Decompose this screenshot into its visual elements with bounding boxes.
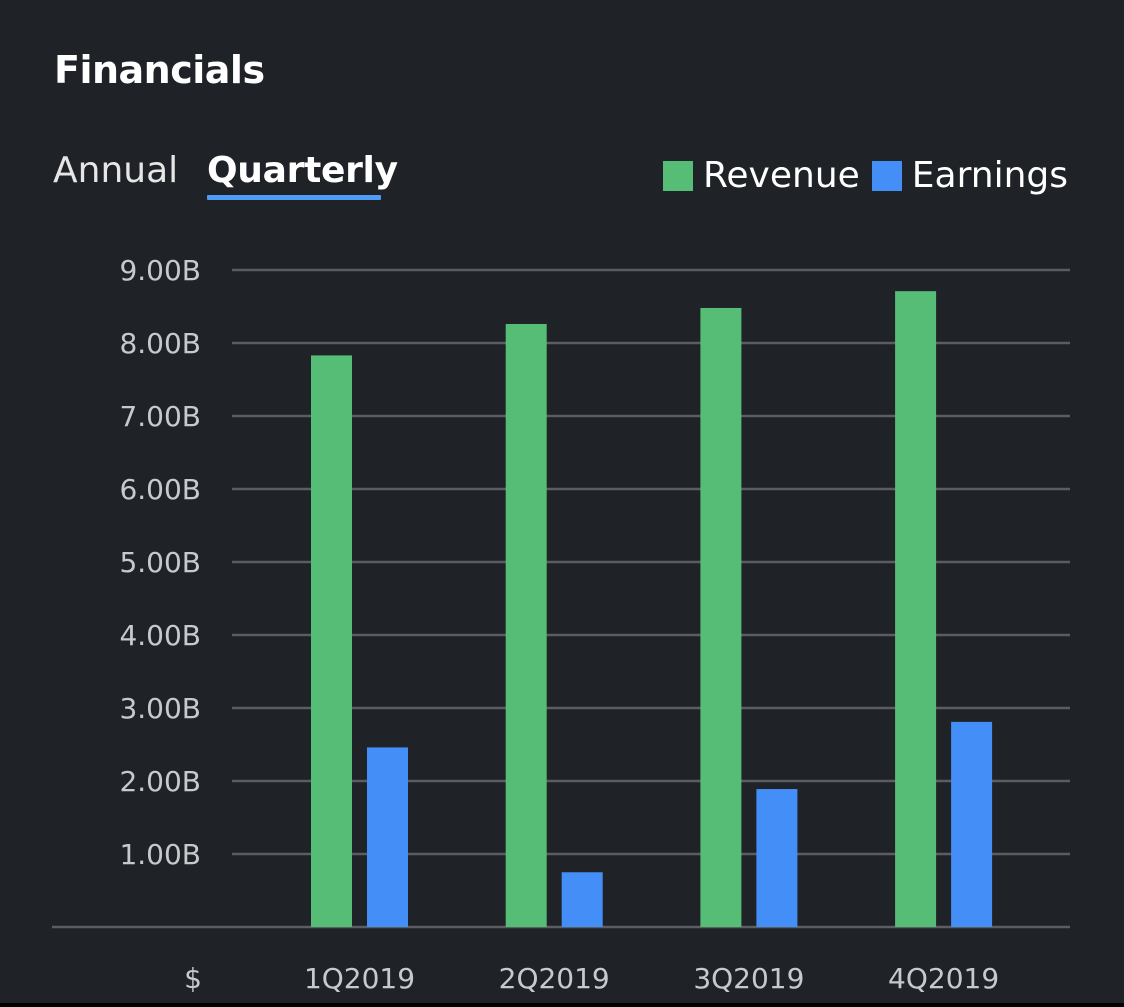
earnings-swatch [871, 160, 902, 191]
revenue-bar [311, 355, 352, 927]
tab-active-indicator [207, 195, 381, 200]
earnings-bar [756, 789, 798, 927]
currency-label: $ [184, 962, 202, 995]
revenue-bar [895, 291, 937, 927]
y-tick-label: 9.00B [119, 254, 201, 287]
revenue-bar [505, 324, 547, 927]
y-tick-label: 2.00B [119, 765, 201, 798]
earnings-bar [561, 872, 603, 927]
earnings-bar [367, 747, 408, 927]
chart-legend: Revenue Earnings [663, 155, 1068, 196]
y-tick-label: 6.00B [119, 473, 201, 506]
y-tick-label: 7.00B [119, 400, 201, 433]
y-tick-label: 5.00B [119, 546, 201, 579]
tab-quarterly[interactable]: Quarterly [207, 150, 398, 191]
x-tick-label: 4Q2019 [888, 962, 999, 995]
y-tick-label: 1.00B [119, 838, 201, 871]
x-tick-label: 1Q2019 [304, 962, 415, 995]
y-tick-label: 8.00B [119, 327, 201, 360]
legend-label-earnings: Earnings [911, 155, 1068, 196]
revenue-bar [700, 307, 742, 928]
legend-item-revenue[interactable]: Revenue [663, 155, 860, 196]
x-tick-label: 2Q2019 [499, 962, 610, 995]
legend-item-earnings[interactable]: Earnings [871, 155, 1068, 196]
revenue-swatch [663, 160, 693, 191]
earnings-bar [951, 721, 993, 927]
y-tick-label: 3.00B [119, 692, 201, 725]
x-tick-label: 3Q2019 [693, 962, 804, 995]
y-tick-label: 4.00B [119, 619, 201, 652]
legend-label-revenue: Revenue [703, 155, 860, 196]
page-title: Financials [54, 48, 265, 92]
tab-annual[interactable]: Annual [53, 150, 179, 191]
